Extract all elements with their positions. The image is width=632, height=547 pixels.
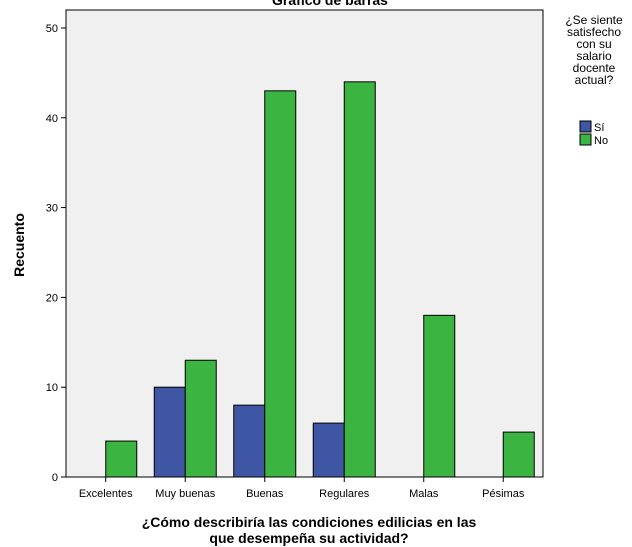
y-tick-label: 40	[46, 113, 58, 125]
bar-no-5	[502, 431, 535, 478]
bar-no-4	[423, 314, 456, 478]
x-tick-label: Muy buenas	[155, 488, 215, 500]
y-tick-label: 20	[46, 292, 58, 304]
x-tick-label: Buenas	[246, 488, 284, 500]
legend-title-line: salario	[576, 49, 612, 63]
legend-swatch	[579, 120, 592, 133]
y-tick-label: 0	[52, 472, 58, 484]
y-tick-label: 10	[46, 382, 58, 394]
legend-swatch	[579, 133, 592, 146]
legend-label: Sí	[594, 122, 604, 134]
bars	[105, 81, 535, 478]
x-axis: Excelentes Muy buenas Buenas Regulares Malas…	[79, 477, 525, 500]
y-tick-label: 30	[46, 203, 58, 215]
plot-area	[65, 9, 544, 478]
legend-title-line: satisfecho	[567, 25, 621, 39]
x-axis-title-line-2: que desempeña su actividad?	[209, 530, 408, 546]
legend-label: No	[594, 135, 608, 147]
bar-no-2	[264, 90, 297, 478]
legend-title-line: actual?	[575, 73, 614, 87]
legend-title-line: ¿Se siente	[565, 13, 623, 27]
bar-no-3	[343, 81, 376, 478]
bar-si-3	[312, 422, 345, 478]
bar-si-2	[233, 404, 266, 478]
y-tick-label: 50	[46, 23, 58, 35]
y-axis: 0 10 20 30 40 50	[46, 23, 66, 484]
bar-no-0	[105, 440, 138, 478]
x-tick-label: Excelentes	[79, 488, 133, 500]
legend-title-line: docente	[573, 61, 616, 75]
x-tick-label: Pésimas	[482, 488, 525, 500]
bar-si-1	[153, 386, 186, 478]
bar-no-1	[184, 359, 217, 478]
chart-title: Gráfico de barras	[272, 0, 388, 8]
legend-title-line: con su	[576, 37, 611, 51]
y-axis-title: Recuento	[11, 213, 27, 277]
x-tick-label: Malas	[409, 488, 439, 500]
x-tick-label: Regulares	[319, 488, 370, 500]
x-axis-title-line-1: ¿Cómo describiría las condiciones edilic…	[142, 514, 477, 530]
